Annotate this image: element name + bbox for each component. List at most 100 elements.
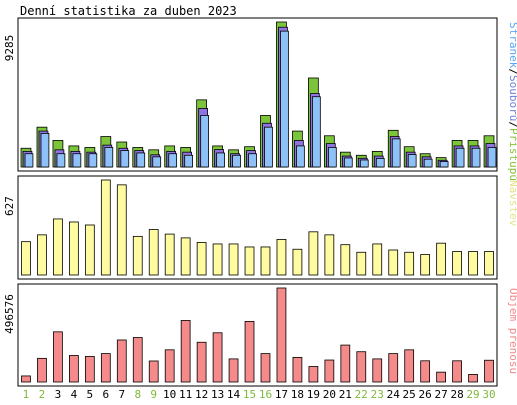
bar-middle-day-4 bbox=[69, 221, 79, 276]
bar-middle-day-14 bbox=[228, 243, 239, 276]
series-label-part-0: Návštěv bbox=[507, 180, 517, 227]
bar-middle-day-21 bbox=[340, 244, 351, 276]
x-tick-label-day-25: 25 bbox=[403, 388, 416, 401]
bar-top-Stránek-day-27 bbox=[439, 161, 449, 168]
x-tick-label-day-5: 5 bbox=[87, 388, 94, 401]
panel-series-label-top: Stránek/Souborů/Přístupů bbox=[507, 22, 517, 181]
bar-middle-day-9 bbox=[148, 229, 159, 276]
x-tick-label-day-10: 10 bbox=[163, 388, 176, 401]
bar-bottom-day-15 bbox=[244, 321, 255, 383]
panel-series-label-bottom: Objem přenosu bbox=[507, 288, 517, 374]
x-tick-label-day-1: 1 bbox=[23, 388, 30, 401]
bar-middle-day-5 bbox=[84, 224, 95, 276]
x-tick-label-day-12: 12 bbox=[195, 388, 208, 401]
x-tick-label-day-29: 29 bbox=[466, 388, 479, 401]
bar-bottom-day-5 bbox=[84, 356, 95, 383]
bar-top-Stránek-day-18 bbox=[296, 145, 305, 168]
bar-bottom-day-20 bbox=[324, 359, 335, 383]
bar-middle-day-29 bbox=[468, 251, 478, 276]
bar-bottom-day-9 bbox=[148, 360, 159, 383]
bar-middle-day-2 bbox=[37, 234, 47, 276]
bar-bottom-day-10 bbox=[164, 349, 175, 383]
bar-top-Stránek-day-24 bbox=[391, 138, 401, 168]
bar-bottom-day-4 bbox=[69, 355, 79, 383]
series-label-part-0: Stránek bbox=[507, 22, 517, 69]
bar-bottom-day-16 bbox=[260, 353, 271, 383]
panel-frame-bottom bbox=[17, 283, 498, 387]
bar-top-Stránek-day-7 bbox=[120, 150, 130, 168]
bar-top-Stránek-day-5 bbox=[88, 153, 98, 168]
bar-top-Stránek-day-9 bbox=[152, 156, 162, 168]
bar-middle-day-10 bbox=[164, 233, 175, 276]
x-tick-label-day-9: 9 bbox=[150, 388, 157, 401]
panel-bottom: 496576 Objem přenosu bbox=[3, 283, 517, 387]
bar-middle-day-6 bbox=[100, 179, 111, 276]
x-tick-label-day-16: 16 bbox=[259, 388, 272, 401]
x-tick-label-day-15: 15 bbox=[243, 388, 256, 401]
x-tick-label-day-26: 26 bbox=[419, 388, 432, 401]
bar-top-Stránek-day-10 bbox=[168, 153, 178, 168]
bar-middle-day-18 bbox=[292, 248, 303, 276]
bar-bottom-day-3 bbox=[53, 331, 63, 383]
x-tick-label-day-21: 21 bbox=[339, 388, 352, 401]
bar-bottom-day-1 bbox=[21, 375, 31, 383]
bar-middle-day-23 bbox=[372, 243, 383, 276]
bar-bottom-day-21 bbox=[340, 344, 351, 383]
x-tick-label-day-19: 19 bbox=[307, 388, 320, 401]
bar-top-Stránek-day-20 bbox=[328, 147, 337, 168]
panel-middle: 627 Návštěv bbox=[3, 175, 517, 280]
panel-max-label-top: 9285 bbox=[3, 35, 16, 62]
bar-bottom-day-27 bbox=[436, 371, 446, 383]
bar-top-Stránek-day-16 bbox=[264, 126, 273, 168]
x-tick-label-day-28: 28 bbox=[450, 388, 463, 401]
bar-middle-day-15 bbox=[244, 246, 255, 276]
bar-middle-day-11 bbox=[180, 237, 191, 276]
panel-max-label-middle: 627 bbox=[3, 196, 16, 216]
x-tick-label-day-22: 22 bbox=[355, 388, 368, 401]
bar-top-Stránek-day-4 bbox=[72, 153, 82, 168]
bar-middle-day-17 bbox=[276, 238, 287, 276]
bar-top-Stránek-day-8 bbox=[136, 152, 146, 168]
bar-middle-day-25 bbox=[404, 251, 415, 276]
x-tick-label-day-3: 3 bbox=[55, 388, 62, 401]
bar-bottom-day-7 bbox=[116, 339, 127, 383]
x-tick-label-day-13: 13 bbox=[211, 388, 224, 401]
bar-top-Stránek-day-3 bbox=[56, 153, 66, 168]
bar-top-Stránek-day-25 bbox=[407, 154, 417, 168]
bar-top-Stránek-day-14 bbox=[232, 154, 241, 168]
bar-top-Stránek-day-17 bbox=[280, 30, 289, 168]
bar-middle-day-16 bbox=[260, 246, 271, 276]
x-tick-label-day-27: 27 bbox=[434, 388, 447, 401]
bar-middle-day-27 bbox=[436, 242, 446, 276]
bar-top-Stránek-day-19 bbox=[312, 96, 321, 168]
bar-top-Stránek-day-23 bbox=[375, 158, 385, 168]
series-label-part-0: Objem přenosu bbox=[507, 288, 517, 374]
bar-middle-day-22 bbox=[356, 251, 367, 276]
panel-series-label-middle: Návštěv bbox=[507, 180, 517, 227]
x-tick-label-day-18: 18 bbox=[291, 388, 304, 401]
bar-bottom-day-25 bbox=[404, 349, 415, 383]
bar-bottom-day-28 bbox=[452, 360, 462, 383]
x-tick-label-day-20: 20 bbox=[323, 388, 336, 401]
chart-panels: 9285 Stránek/Souborů/Přístupů 627 Návštěv 49… bbox=[3, 17, 517, 387]
panel-frame-middle bbox=[17, 175, 498, 280]
bar-top-Stránek-day-1 bbox=[24, 153, 34, 168]
bar-top-Stránek-day-28 bbox=[455, 147, 465, 168]
bar-bottom-day-26 bbox=[420, 360, 431, 383]
bar-top-Stránek-day-26 bbox=[423, 158, 433, 168]
bar-bottom-day-22 bbox=[356, 351, 367, 383]
x-tick-label-day-24: 24 bbox=[387, 388, 401, 401]
bar-bottom-day-24 bbox=[388, 353, 399, 383]
bar-middle-day-28 bbox=[452, 251, 462, 276]
bar-bottom-day-8 bbox=[132, 337, 143, 383]
x-tick-label-day-17: 17 bbox=[275, 388, 288, 401]
bar-bottom-day-17 bbox=[276, 287, 287, 383]
bar-top-Stránek-day-15 bbox=[248, 153, 257, 168]
bar-bottom-day-18 bbox=[292, 356, 303, 383]
x-tick-label-day-11: 11 bbox=[179, 388, 192, 401]
bar-bottom-day-14 bbox=[228, 358, 239, 383]
bar-bottom-day-19 bbox=[308, 366, 319, 383]
bar-middle-day-19 bbox=[308, 231, 319, 276]
bar-middle-day-8 bbox=[132, 235, 143, 276]
